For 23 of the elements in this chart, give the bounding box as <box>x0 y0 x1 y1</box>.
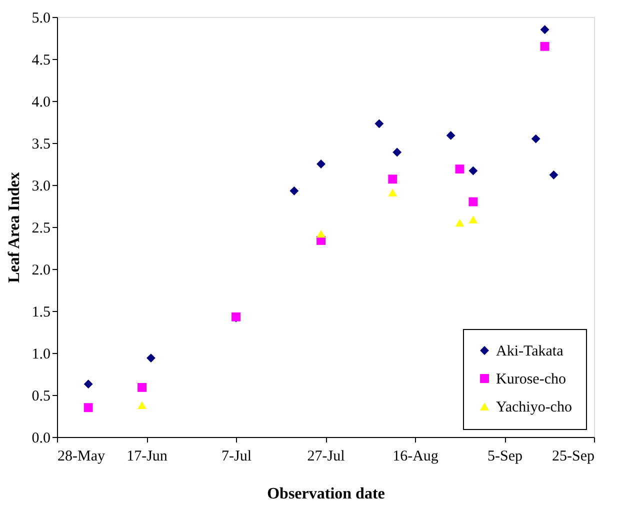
legend-label: Kurose-cho <box>496 372 566 388</box>
y-axis-title: Leaf Area Index <box>6 172 23 283</box>
y-tick-label: 5.0 <box>32 10 50 26</box>
y-tick-label: 4.0 <box>32 94 50 110</box>
y-tick-label: 1.0 <box>32 346 50 362</box>
x-tick-label: 28-May <box>58 448 106 464</box>
y-tick-label: 3.0 <box>32 178 50 194</box>
y-tick-label: 2.5 <box>32 220 50 236</box>
y-tick-label: 0.0 <box>32 430 50 446</box>
x-tick-label: 5-Sep <box>488 448 522 464</box>
legend-label: Aki-Takata <box>496 344 564 360</box>
x-tick-label: 7-Jul <box>222 448 252 464</box>
y-tick-label: 4.5 <box>32 52 50 68</box>
x-tick-label: 17-Jun <box>126 448 168 464</box>
x-tick-label: 25-Sep <box>552 448 594 464</box>
y-tick-label: 3.5 <box>32 136 50 152</box>
legend-label: Yachiyo-cho <box>496 400 572 416</box>
y-tick-label: 1.5 <box>32 304 50 320</box>
y-tick-label: 2.0 <box>32 262 50 278</box>
x-tick-label: 27-Jul <box>307 448 345 464</box>
y-tick-label: 0.5 <box>32 388 50 404</box>
x-axis-title: Observation date <box>267 486 385 502</box>
x-tick-label: 16-Aug <box>392 448 439 464</box>
